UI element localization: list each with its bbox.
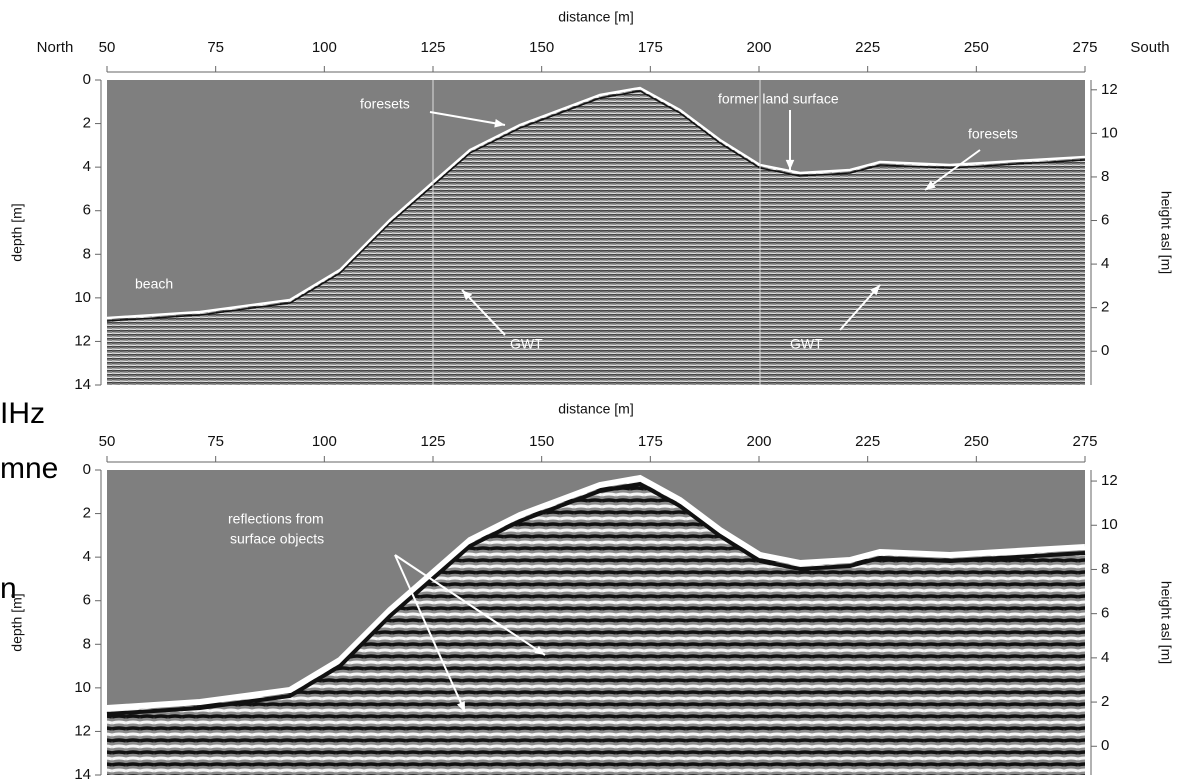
y2-tick-label: 0 (1101, 737, 1109, 754)
annotation: GWT (510, 336, 543, 352)
y-tick-label: 10 (74, 289, 91, 306)
x-tick-label: 275 (1072, 433, 1097, 450)
y2-tick-label: 8 (1101, 168, 1109, 185)
x-tick-label: 175 (638, 39, 663, 56)
x-tick-label: 275 (1072, 39, 1097, 56)
south-label: South (1130, 39, 1169, 56)
y-tick-label: 0 (83, 461, 91, 478)
x-tick-label: 250 (964, 433, 989, 450)
x-tick-label: 200 (746, 433, 771, 450)
y-tick-label: 8 (83, 635, 91, 652)
y2-tick-label: 2 (1101, 299, 1109, 316)
y2-tick-label: 4 (1101, 255, 1109, 272)
y-tick-label: 8 (83, 245, 91, 262)
y-tick-label: 6 (83, 202, 91, 219)
y2-tick-label: 2 (1101, 693, 1109, 710)
y-axis-title: depth [m] (9, 203, 25, 261)
background-text: mne (0, 452, 58, 485)
annotation: former land surface (718, 91, 839, 107)
y-tick-label: 12 (74, 332, 91, 349)
north-label: North (37, 39, 74, 56)
annotation: reflections from (228, 511, 324, 527)
x-tick-label: 125 (420, 433, 445, 450)
y2-tick-label: 12 (1101, 81, 1118, 98)
y-axis-title: depth [m] (9, 593, 25, 651)
y2-tick-label: 4 (1101, 649, 1109, 666)
y2-tick-label: 8 (1101, 560, 1109, 577)
x-tick-label: 225 (855, 39, 880, 56)
x-axis-title: distance [m] (558, 9, 633, 25)
x-tick-label: 150 (529, 433, 554, 450)
annotation: foresets (968, 126, 1018, 142)
y2-tick-label: 10 (1101, 124, 1118, 141)
y-tick-label: 2 (83, 115, 91, 132)
page: {"chart_data": [ {"type": "radargram", "… (0, 0, 1182, 780)
annotation: GWT (790, 336, 823, 352)
y-tick-label: 12 (74, 722, 91, 739)
x-tick-label: 50 (99, 39, 116, 56)
y-tick-label: 14 (74, 766, 91, 780)
y-tick-label: 4 (83, 158, 91, 175)
x-tick-label: 75 (207, 433, 224, 450)
x-tick-label: 75 (207, 39, 224, 56)
y-tick-label: 14 (74, 376, 91, 393)
annotation: beach (135, 276, 173, 292)
y2-tick-label: 6 (1101, 211, 1109, 228)
annotation: foresets (360, 96, 410, 112)
y2-tick-label: 12 (1101, 472, 1118, 489)
y2-axis-title: height asl [m] (1158, 191, 1174, 274)
x-tick-label: 100 (312, 433, 337, 450)
y-tick-label: 0 (83, 71, 91, 88)
x-tick-label: 200 (746, 39, 771, 56)
x-tick-label: 125 (420, 39, 445, 56)
x-tick-label: 100 (312, 39, 337, 56)
y2-axis-title: height asl [m] (1158, 581, 1174, 664)
x-tick-label: 250 (964, 39, 989, 56)
x-tick-label: 225 (855, 433, 880, 450)
y2-tick-label: 10 (1101, 516, 1118, 533)
y-tick-label: 6 (83, 592, 91, 609)
y2-tick-label: 6 (1101, 605, 1109, 622)
y-tick-label: 4 (83, 548, 91, 565)
background-text: IHz (0, 397, 45, 430)
y-tick-label: 2 (83, 505, 91, 522)
x-tick-label: 50 (99, 433, 116, 450)
x-tick-label: 175 (638, 433, 663, 450)
x-axis-title: distance [m] (558, 401, 633, 417)
y-tick-label: 10 (74, 679, 91, 696)
x-tick-label: 150 (529, 39, 554, 56)
y2-tick-label: 0 (1101, 342, 1109, 359)
figure: IHz mne n distance [m]507510012515017520… (0, 0, 1182, 780)
annotation: surface objects (230, 531, 324, 547)
